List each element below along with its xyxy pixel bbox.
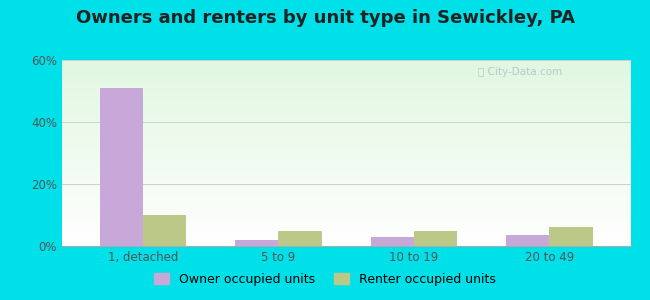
Bar [278, 230, 322, 246]
Bar [506, 235, 549, 246]
Bar [370, 237, 414, 246]
Bar [414, 230, 457, 246]
Bar [549, 227, 593, 246]
Bar [143, 215, 187, 246]
Legend: Owner occupied units, Renter occupied units: Owner occupied units, Renter occupied un… [149, 268, 501, 291]
Text: Ⓢ City-Data.com: Ⓢ City-Data.com [478, 67, 562, 77]
Bar [235, 240, 278, 246]
Bar [99, 88, 143, 246]
Text: Owners and renters by unit type in Sewickley, PA: Owners and renters by unit type in Sewic… [75, 9, 575, 27]
